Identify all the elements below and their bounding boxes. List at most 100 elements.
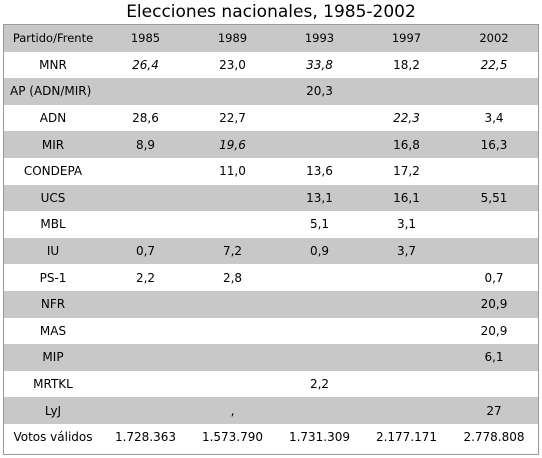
- vote-share-cell: [276, 397, 363, 424]
- vote-share-cell: [102, 78, 189, 105]
- vote-share-cell: 6,1: [450, 344, 538, 371]
- table-row: MIR 8,9 19,6 16,8 16,3: [4, 131, 538, 158]
- header-year: 1997: [363, 25, 450, 52]
- vote-share-cell: 26,4: [132, 57, 159, 72]
- vote-share-cell: 2,8: [222, 270, 243, 285]
- vote-share-cell: ,: [189, 397, 276, 424]
- table-row: NFR 20,9: [4, 290, 538, 318]
- vote-share-cell: [363, 264, 450, 291]
- vote-share-cell: 8,9: [102, 131, 189, 158]
- party-name: MAS: [39, 323, 67, 338]
- vote-share-cell: 17,2: [393, 164, 420, 179]
- party-name: NFR: [4, 290, 102, 318]
- vote-share-cell: 20,9: [480, 323, 508, 338]
- vote-share-cell: 5,1: [309, 217, 330, 232]
- page-title: Elecciones nacionales, 1985-2002: [126, 2, 416, 22]
- results-table-container: Partido/Frente 1985 1989 1993 1997 2002 MNR 26,…: [3, 24, 539, 455]
- party-name: LyJ: [4, 397, 102, 424]
- party-name: CONDEPA: [23, 164, 83, 179]
- vote-share-cell: [189, 344, 276, 371]
- vote-share-cell: 16,1: [363, 184, 450, 212]
- results-table: Partido/Frente 1985 1989 1993 1997 2002 MNR 26,…: [4, 25, 538, 451]
- vote-share-cell: [450, 211, 538, 238]
- party-name: PS-1: [39, 270, 67, 285]
- valid-votes-cell: 2.177.171: [375, 430, 438, 445]
- party-name: MIP: [4, 344, 102, 371]
- vote-share-cell: 33,8: [306, 57, 333, 72]
- vote-share-cell: 16,8: [363, 131, 450, 158]
- vote-share-cell: [276, 131, 363, 158]
- vote-share-cell: 22,5: [480, 57, 508, 72]
- valid-votes-cell: 1.573.790: [201, 430, 264, 445]
- vote-share-cell: 28,6: [132, 111, 159, 126]
- vote-share-cell: 20,9: [450, 290, 538, 318]
- table-row: MIP 6,1: [4, 344, 538, 371]
- header-party: Partido/Frente: [4, 25, 102, 52]
- vote-share-cell: [102, 184, 189, 212]
- vote-share-cell: 11,0: [219, 164, 246, 179]
- party-name: MBL: [40, 217, 66, 232]
- table-row: ADN 28,6 22,7 22,3 3,4: [4, 105, 538, 132]
- vote-share-cell: [450, 158, 538, 185]
- vote-share-cell: [363, 371, 450, 398]
- totals-row: Votos válidos 1.728.363 1.573.790 1.731.309…: [4, 424, 538, 451]
- vote-share-cell: 0,7: [102, 237, 189, 265]
- vote-share-cell: [189, 318, 276, 345]
- header-year: 1989: [189, 25, 276, 52]
- vote-share-cell: [189, 290, 276, 318]
- vote-share-cell: [189, 211, 276, 238]
- vote-share-cell: [102, 371, 189, 398]
- vote-share-cell: [189, 184, 276, 212]
- table-row: MBL 5,1 3,1: [4, 211, 538, 238]
- header-year: 2002: [450, 25, 538, 52]
- table-row: LyJ, 27: [4, 397, 538, 424]
- vote-share-cell: [102, 158, 189, 185]
- table-row: PS-1 2,2 2,8 0,7: [4, 264, 538, 291]
- vote-share-cell: 0,7: [484, 270, 504, 285]
- vote-share-cell: 7,2: [189, 237, 276, 265]
- vote-share-cell: [363, 397, 450, 424]
- table-row: IU 0,7 7,2 0,9 3,7: [4, 237, 538, 265]
- header-year: 1985: [102, 25, 189, 52]
- vote-share-cell: 0,9: [276, 237, 363, 265]
- vote-share-cell: [102, 318, 189, 345]
- table-row: MAS 20,9: [4, 318, 538, 345]
- vote-share-cell: 13,1: [276, 184, 363, 212]
- vote-share-cell: [450, 78, 538, 105]
- vote-share-cell: [102, 290, 189, 318]
- vote-share-cell: 3,4: [484, 111, 504, 126]
- party-name: MIR: [4, 131, 102, 158]
- party-name: MNR: [39, 57, 67, 72]
- table-row: UCS 13,1 16,1 5,51: [4, 184, 538, 212]
- vote-share-cell: 2,2: [309, 377, 330, 392]
- table-row: CONDEPA 11,0 13,6 17,2: [4, 158, 538, 185]
- vote-share-cell: [102, 211, 189, 238]
- vote-share-cell: [102, 397, 189, 424]
- vote-share-cell: [363, 78, 450, 105]
- vote-share-cell: [189, 78, 276, 105]
- valid-votes-cell: 1.728.363: [114, 430, 177, 445]
- vote-share-cell: [102, 344, 189, 371]
- vote-share-cell: 23,0: [219, 57, 246, 72]
- vote-share-cell: [363, 290, 450, 318]
- vote-share-cell: [276, 290, 363, 318]
- vote-share-cell: 22,7: [219, 111, 246, 126]
- vote-share-cell: 5,51: [450, 184, 538, 212]
- vote-share-cell: 13,6: [306, 164, 333, 179]
- vote-share-cell: [450, 371, 538, 398]
- vote-share-cell: 18,2: [393, 57, 420, 72]
- table-row: MRTKL 2,2: [4, 371, 538, 398]
- header-year: 1993: [276, 25, 363, 52]
- party-name: UCS: [4, 184, 102, 212]
- party-name: IU: [4, 237, 102, 265]
- totals-label: Votos válidos: [13, 430, 93, 445]
- valid-votes-cell: 1.731.309: [288, 430, 351, 445]
- valid-votes-cell: 2.778.808: [463, 430, 525, 445]
- party-name: MRTKL: [33, 377, 73, 392]
- vote-share-cell: 19,6: [189, 131, 276, 158]
- vote-share-cell: 3,7: [363, 237, 450, 265]
- table-header-row: Partido/Frente 1985 1989 1993 1997 2002: [4, 25, 538, 52]
- vote-share-cell: [363, 318, 450, 345]
- vote-share-cell: [276, 264, 363, 291]
- vote-share-cell: [450, 237, 538, 265]
